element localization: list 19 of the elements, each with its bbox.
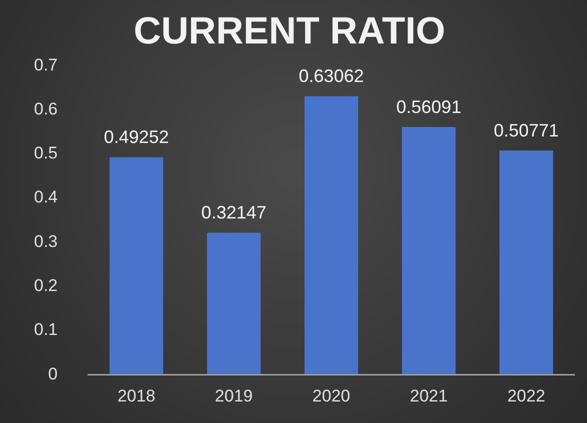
x-tick-label: 2021	[410, 386, 448, 406]
data-label: 0.32147	[201, 202, 266, 223]
data-label: 0.56091	[396, 96, 462, 117]
x-tick-label: 2020	[312, 386, 350, 406]
x-tick-label: 2022	[507, 386, 546, 406]
y-tick-label: 0.3	[34, 232, 58, 251]
y-tick-label: 0.2	[34, 276, 58, 295]
y-tick-label: 0.5	[34, 144, 58, 163]
y-tick-label: 0.1	[34, 320, 58, 340]
data-label: 0.63062	[298, 66, 364, 86]
y-tick-label: 0.6	[34, 99, 58, 118]
y-tick-label: 0	[48, 364, 58, 384]
data-label: 0.50771	[494, 120, 559, 140]
y-tick-label: 0.7	[34, 55, 58, 74]
x-tick-label: 2018	[117, 386, 156, 406]
x-tick-label: 2019	[214, 386, 253, 406]
y-tick-label: 0.4	[34, 188, 58, 207]
chart-title: CURRENT RATIO	[134, 10, 446, 52]
data-label: 0.49252	[104, 127, 169, 148]
